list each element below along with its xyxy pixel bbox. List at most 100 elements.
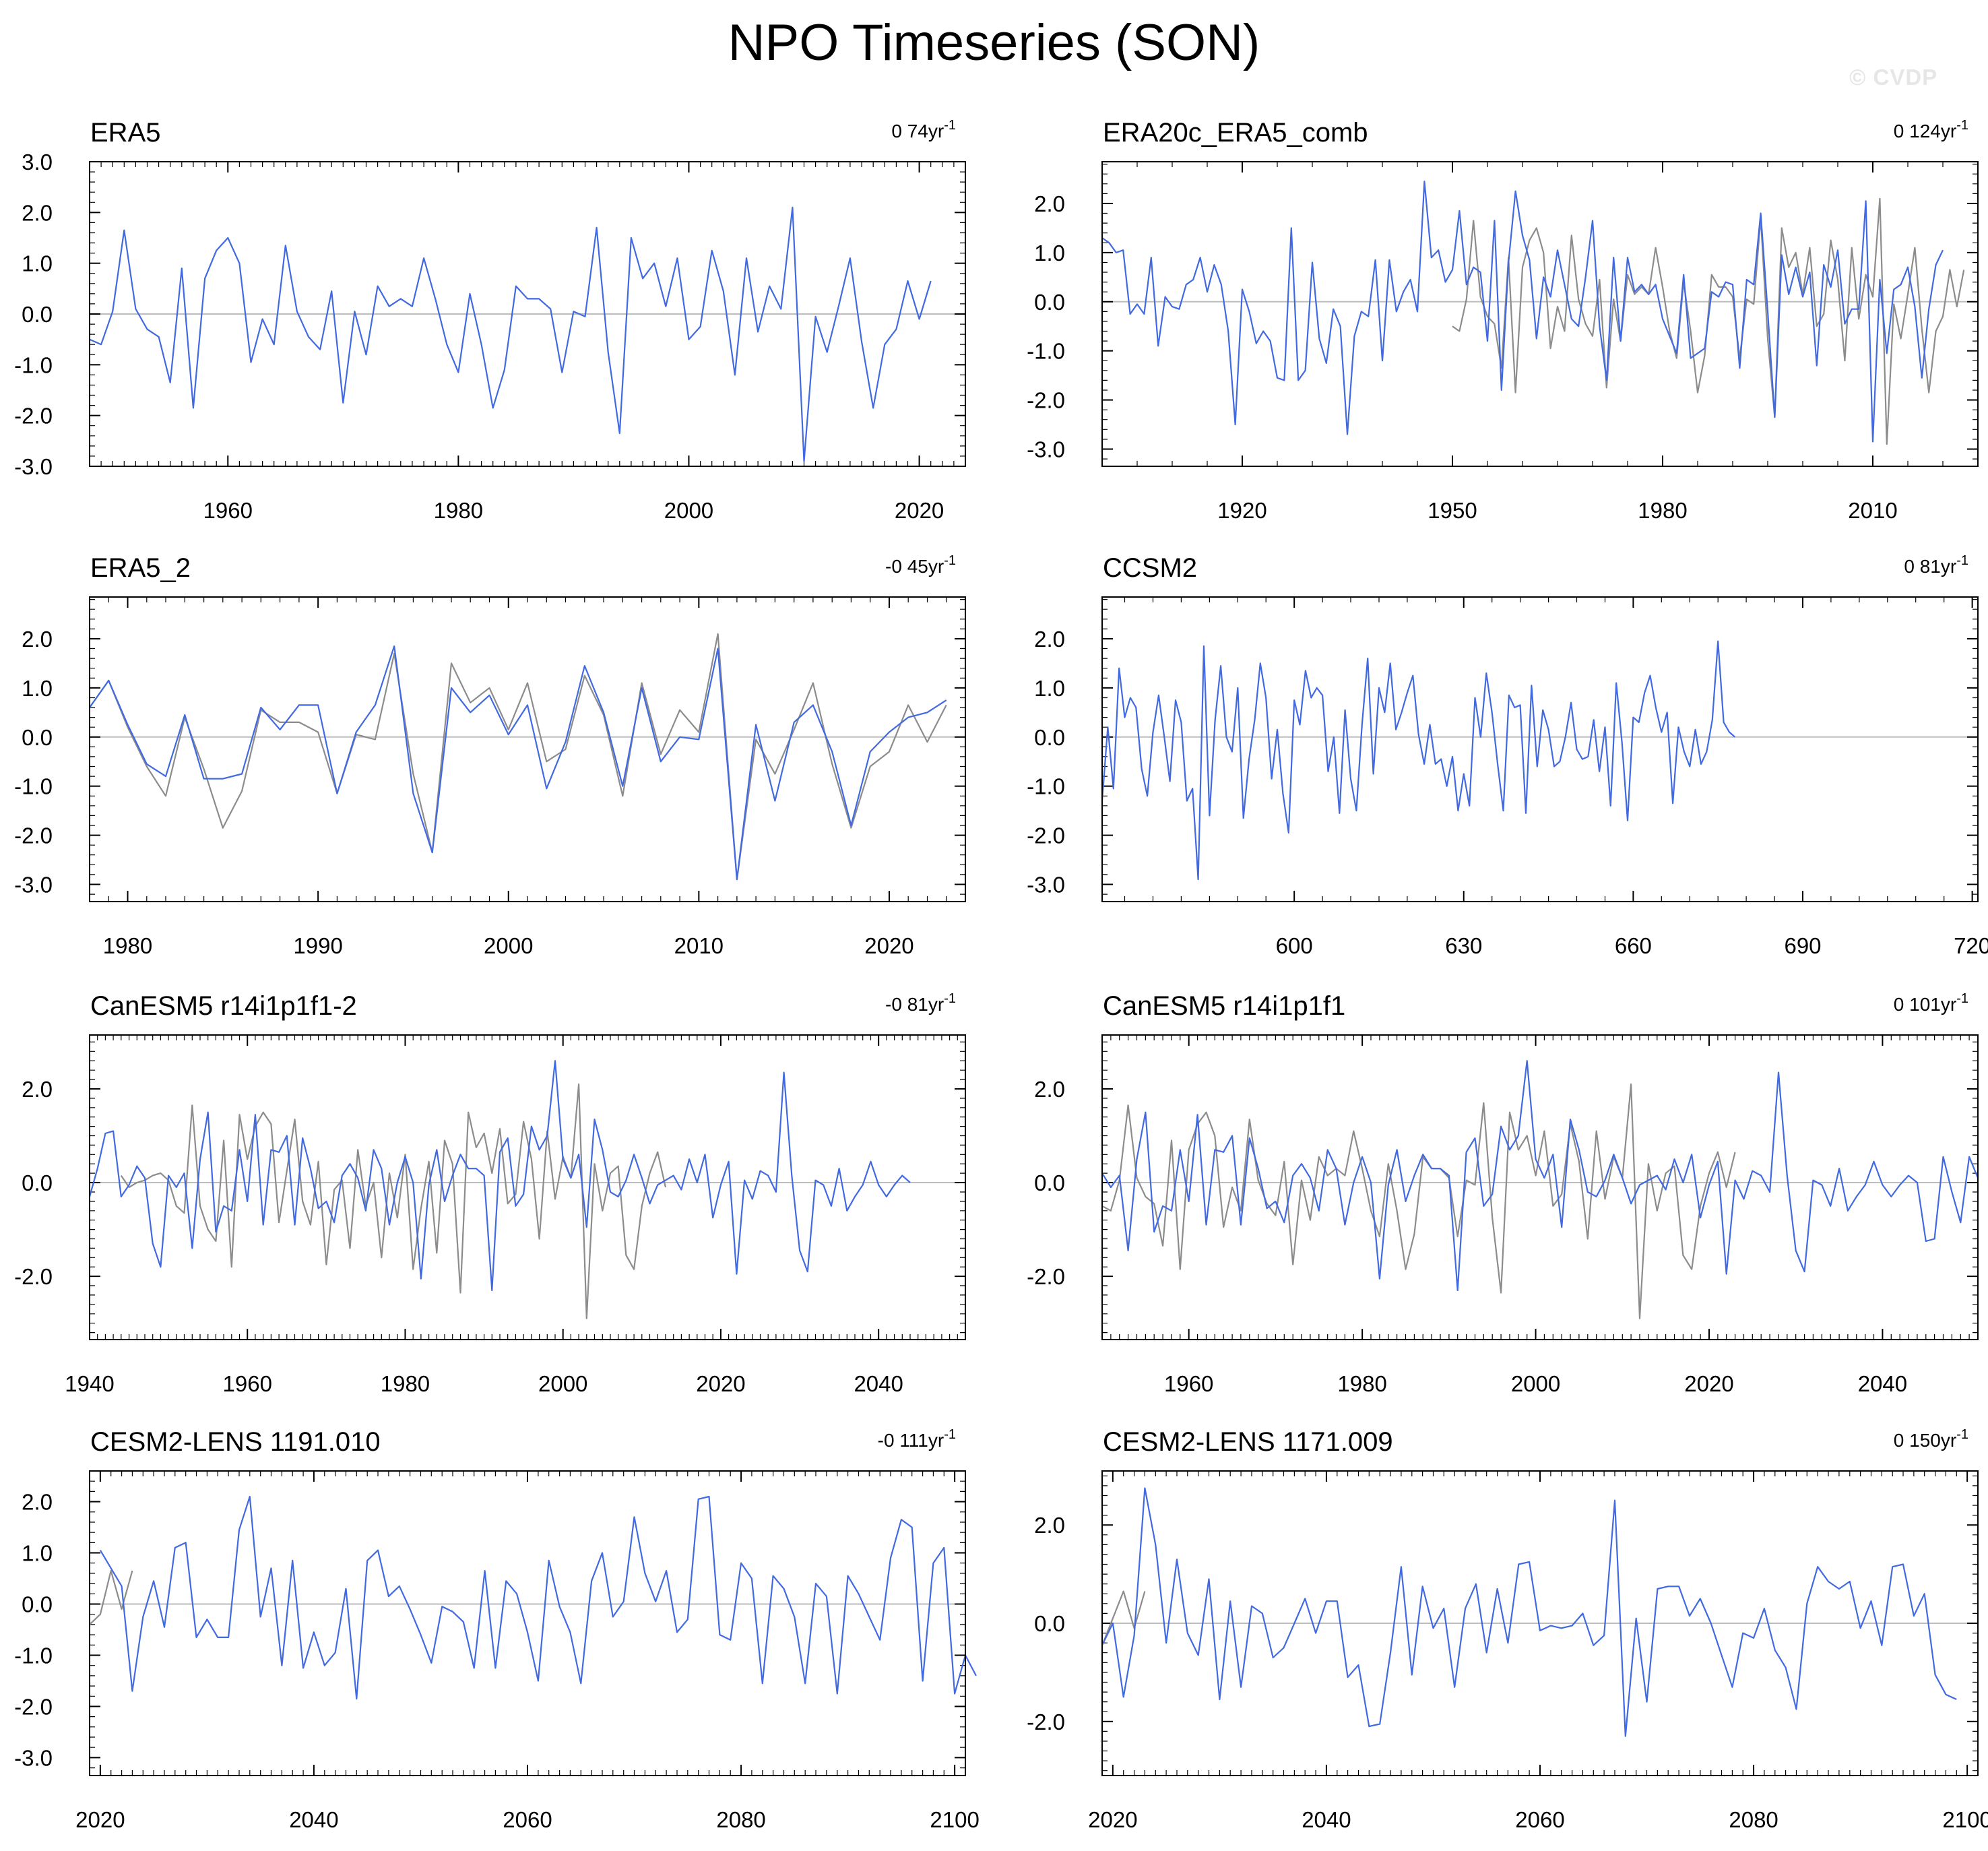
chart-panel-7: CESM2-LENS 1191.010 -0 111yr-1 2.0 1.0 0.0 -1… bbox=[14, 1427, 980, 1832]
x-tick-label: 2020 bbox=[895, 498, 944, 523]
trend-label: 0 74yr-1 bbox=[891, 118, 956, 142]
plot-frame bbox=[1101, 1034, 1979, 1340]
x-tick-label: 2020 bbox=[1088, 1807, 1137, 1832]
plot-frame bbox=[1101, 1470, 1979, 1776]
x-tick-label: 1940 bbox=[65, 1371, 114, 1396]
y-tick-label: -3.0 bbox=[14, 454, 53, 479]
trend-value: 0 101yr bbox=[1894, 994, 1956, 1015]
trend-value: -0 81yr bbox=[885, 994, 944, 1015]
x-tick-label: 2040 bbox=[854, 1371, 903, 1396]
x-tick-label: 2060 bbox=[1515, 1807, 1564, 1832]
plot-frame bbox=[89, 1470, 966, 1776]
page-title: NPO Timeseries (SON) bbox=[728, 14, 1260, 71]
x-tick-label: 2040 bbox=[289, 1807, 338, 1832]
x-tick-label: 2080 bbox=[716, 1807, 765, 1832]
x-tick-label: 1960 bbox=[203, 498, 253, 523]
chart-panel-2: ERA20c_ERA5_comb 0 124yr-1 2.0 1.0 0.0 -1.0 -2… bbox=[1027, 118, 1979, 523]
x-tick-label: 1980 bbox=[1337, 1371, 1386, 1396]
x-tick-label: 600 bbox=[1276, 933, 1313, 958]
x-tick-label: 2010 bbox=[1848, 498, 1897, 523]
y-minor-ticks bbox=[1102, 599, 1978, 895]
y-tick-label: 2.0 bbox=[1034, 1077, 1065, 1102]
trend-value: 0 150yr bbox=[1894, 1430, 1956, 1451]
plot-frame bbox=[89, 161, 966, 467]
trend-value: 0 81yr bbox=[1904, 556, 1956, 577]
x-tick-label: 2080 bbox=[1729, 1807, 1778, 1832]
x-minor-ticks bbox=[89, 597, 966, 902]
x-tick-label: 1980 bbox=[103, 933, 152, 958]
panel-title: CESM2-LENS 1171.009 bbox=[1103, 1427, 1393, 1457]
y-tick-label: -2.0 bbox=[1027, 388, 1065, 413]
chart-panel-3: ERA5_2 -0 45yr-1 2.0 1.0 0.0 -1.0 -2.0 -3.0 1980… bbox=[14, 553, 966, 958]
y-tick-label: 0.0 bbox=[1034, 1170, 1065, 1195]
y-tick-label: 3.0 bbox=[22, 150, 53, 175]
x-tick-label: 2040 bbox=[1302, 1807, 1351, 1832]
chart-panel-1: ERA5 0 74yr-1 3.0 2.0 1.0 0.0 -1.0 -2.0 -3.0 1960… bbox=[14, 118, 966, 523]
series-line-main bbox=[88, 1060, 911, 1292]
y-tick-label: -3.0 bbox=[14, 872, 53, 897]
y-tick-label: 0.0 bbox=[1034, 725, 1065, 750]
y-tick-label: -1.0 bbox=[14, 352, 53, 377]
y-tick-label: -2.0 bbox=[14, 1694, 53, 1719]
trend-exponent: -1 bbox=[944, 991, 956, 1006]
x-tick-label: 2100 bbox=[1942, 1807, 1988, 1832]
y-tick-label: -1.0 bbox=[14, 774, 53, 799]
panel-title: ERA5_2 bbox=[90, 553, 191, 583]
x-tick-label: 1980 bbox=[434, 498, 483, 523]
chart-panel-8: CESM2-LENS 1171.009 0 150yr-1 2.0 0.0 -2.0 20… bbox=[1027, 1427, 1988, 1832]
y-tick-label: 0.0 bbox=[22, 302, 53, 327]
watermark: © CVDP bbox=[1849, 65, 1938, 90]
x-tick-label: 2020 bbox=[696, 1371, 745, 1396]
series-line-main bbox=[89, 206, 932, 462]
trend-label: 0 101yr-1 bbox=[1894, 991, 1968, 1015]
trend-exponent: -1 bbox=[1956, 991, 1968, 1006]
x-minor-ticks bbox=[1124, 597, 1973, 902]
series-line-main bbox=[99, 1495, 977, 1700]
y-tick-label: 1.0 bbox=[22, 251, 53, 276]
y-tick-label: -1.0 bbox=[1027, 774, 1065, 799]
y-tick-label: -3.0 bbox=[1027, 872, 1065, 897]
trend-value: 0 124yr bbox=[1894, 121, 1956, 142]
y-tick-label: 2.0 bbox=[1034, 191, 1065, 216]
y-tick-label: 1.0 bbox=[1034, 676, 1065, 701]
x-tick-label: 2020 bbox=[75, 1807, 125, 1832]
trend-value: -0 45yr bbox=[885, 556, 944, 577]
x-tick-label: 2040 bbox=[1858, 1371, 1907, 1396]
chart-panel-5: CanESM5 r14i1p1f1-2 -0 81yr-1 2.0 0.0 -2.0 19… bbox=[14, 991, 966, 1396]
x-tick-label: 2020 bbox=[1684, 1371, 1733, 1396]
y-tick-label: 0.0 bbox=[22, 1592, 53, 1617]
y-minor-ticks bbox=[90, 1041, 965, 1334]
x-tick-label: 2100 bbox=[930, 1807, 979, 1832]
x-tick-label: 2020 bbox=[864, 933, 913, 958]
x-tick-label: 2000 bbox=[664, 498, 713, 523]
plot-frame bbox=[1101, 161, 1979, 467]
y-tick-label: 2.0 bbox=[1034, 627, 1065, 652]
plot-frame bbox=[89, 596, 966, 902]
x-tick-label: 1980 bbox=[381, 1371, 430, 1396]
x-tick-label: 720 bbox=[1954, 933, 1988, 958]
y-minor-ticks bbox=[1102, 1041, 1978, 1334]
x-tick-label: 690 bbox=[1784, 933, 1821, 958]
trend-label: -0 81yr-1 bbox=[885, 991, 956, 1015]
x-tick-label: 1990 bbox=[293, 933, 342, 958]
x-tick-label: 2000 bbox=[484, 933, 533, 958]
y-tick-label: 0.0 bbox=[1034, 1611, 1065, 1636]
trend-exponent: -1 bbox=[944, 553, 956, 568]
x-tick-label: 2010 bbox=[674, 933, 724, 958]
panel-title: CanESM5 r14i1p1f1-2 bbox=[90, 991, 357, 1021]
series-line-main bbox=[1101, 640, 1736, 881]
trend-exponent: -1 bbox=[1956, 553, 1968, 568]
panel-title: CESM2-LENS 1191.010 bbox=[90, 1427, 381, 1457]
y-tick-label: 0.0 bbox=[1034, 290, 1065, 315]
x-minor-ticks bbox=[89, 1035, 966, 1340]
x-tick-label: 1960 bbox=[1164, 1371, 1213, 1396]
trend-label: 0 81yr-1 bbox=[1904, 553, 1968, 577]
series-line-reference bbox=[89, 633, 947, 881]
x-tick-label: 630 bbox=[1445, 933, 1482, 958]
trend-value: -0 111yr bbox=[878, 1430, 944, 1451]
y-tick-label: -2.0 bbox=[14, 404, 53, 429]
x-tick-label: 2060 bbox=[503, 1807, 552, 1832]
series-line-reference bbox=[1101, 1083, 1736, 1319]
y-tick-label: -2.0 bbox=[1027, 823, 1065, 848]
